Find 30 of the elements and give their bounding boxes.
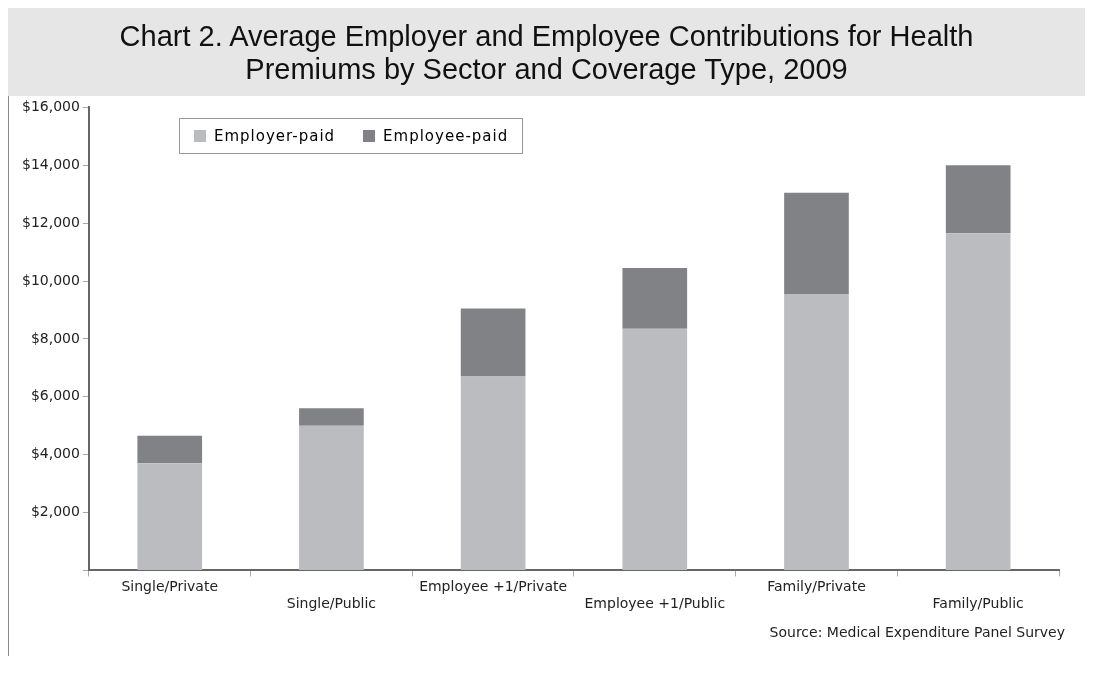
bar (945, 165, 1011, 234)
x-tick-label: Single/Private (121, 578, 219, 595)
legend-label: Employer-paid (214, 127, 336, 145)
x-tick-label: Family/Private (767, 578, 866, 595)
y-tick-label: $8,000 (30, 329, 80, 346)
x-tick-label: Employee +1/Private (419, 578, 568, 595)
bar (784, 294, 849, 570)
legend-label: Employee-paid (383, 127, 509, 145)
x-tick-label: Employee +1/Public (584, 595, 726, 612)
y-tick-label: $16,000 (21, 98, 80, 115)
source-note: Source: Medical Expenditure Panel Survey (769, 624, 1065, 640)
bar (622, 268, 688, 329)
bar (299, 425, 364, 570)
bar (299, 408, 364, 426)
y-tick-label: $14,000 (21, 155, 80, 172)
y-tick-label: $4,000 (30, 445, 80, 462)
bar (137, 435, 203, 464)
bar (622, 328, 688, 570)
bar (945, 233, 1011, 570)
y-tick-label: $10,000 (21, 271, 80, 288)
y-tick-label: $12,000 (21, 213, 80, 230)
bar (460, 376, 526, 570)
x-tick-label: Family/Public (932, 595, 1024, 612)
bar (137, 463, 203, 570)
bar (460, 308, 526, 377)
x-tick-label: Single/Public (286, 595, 377, 612)
y-tick-label: $6,000 (30, 387, 80, 404)
bar (784, 192, 849, 295)
y-tick-label: $2,000 (30, 503, 80, 520)
chart-title: Chart 2. Average Employer and Employee Contributions for Health Premiums by Sector and Coverage Type, 2009 (8, 8, 1085, 96)
